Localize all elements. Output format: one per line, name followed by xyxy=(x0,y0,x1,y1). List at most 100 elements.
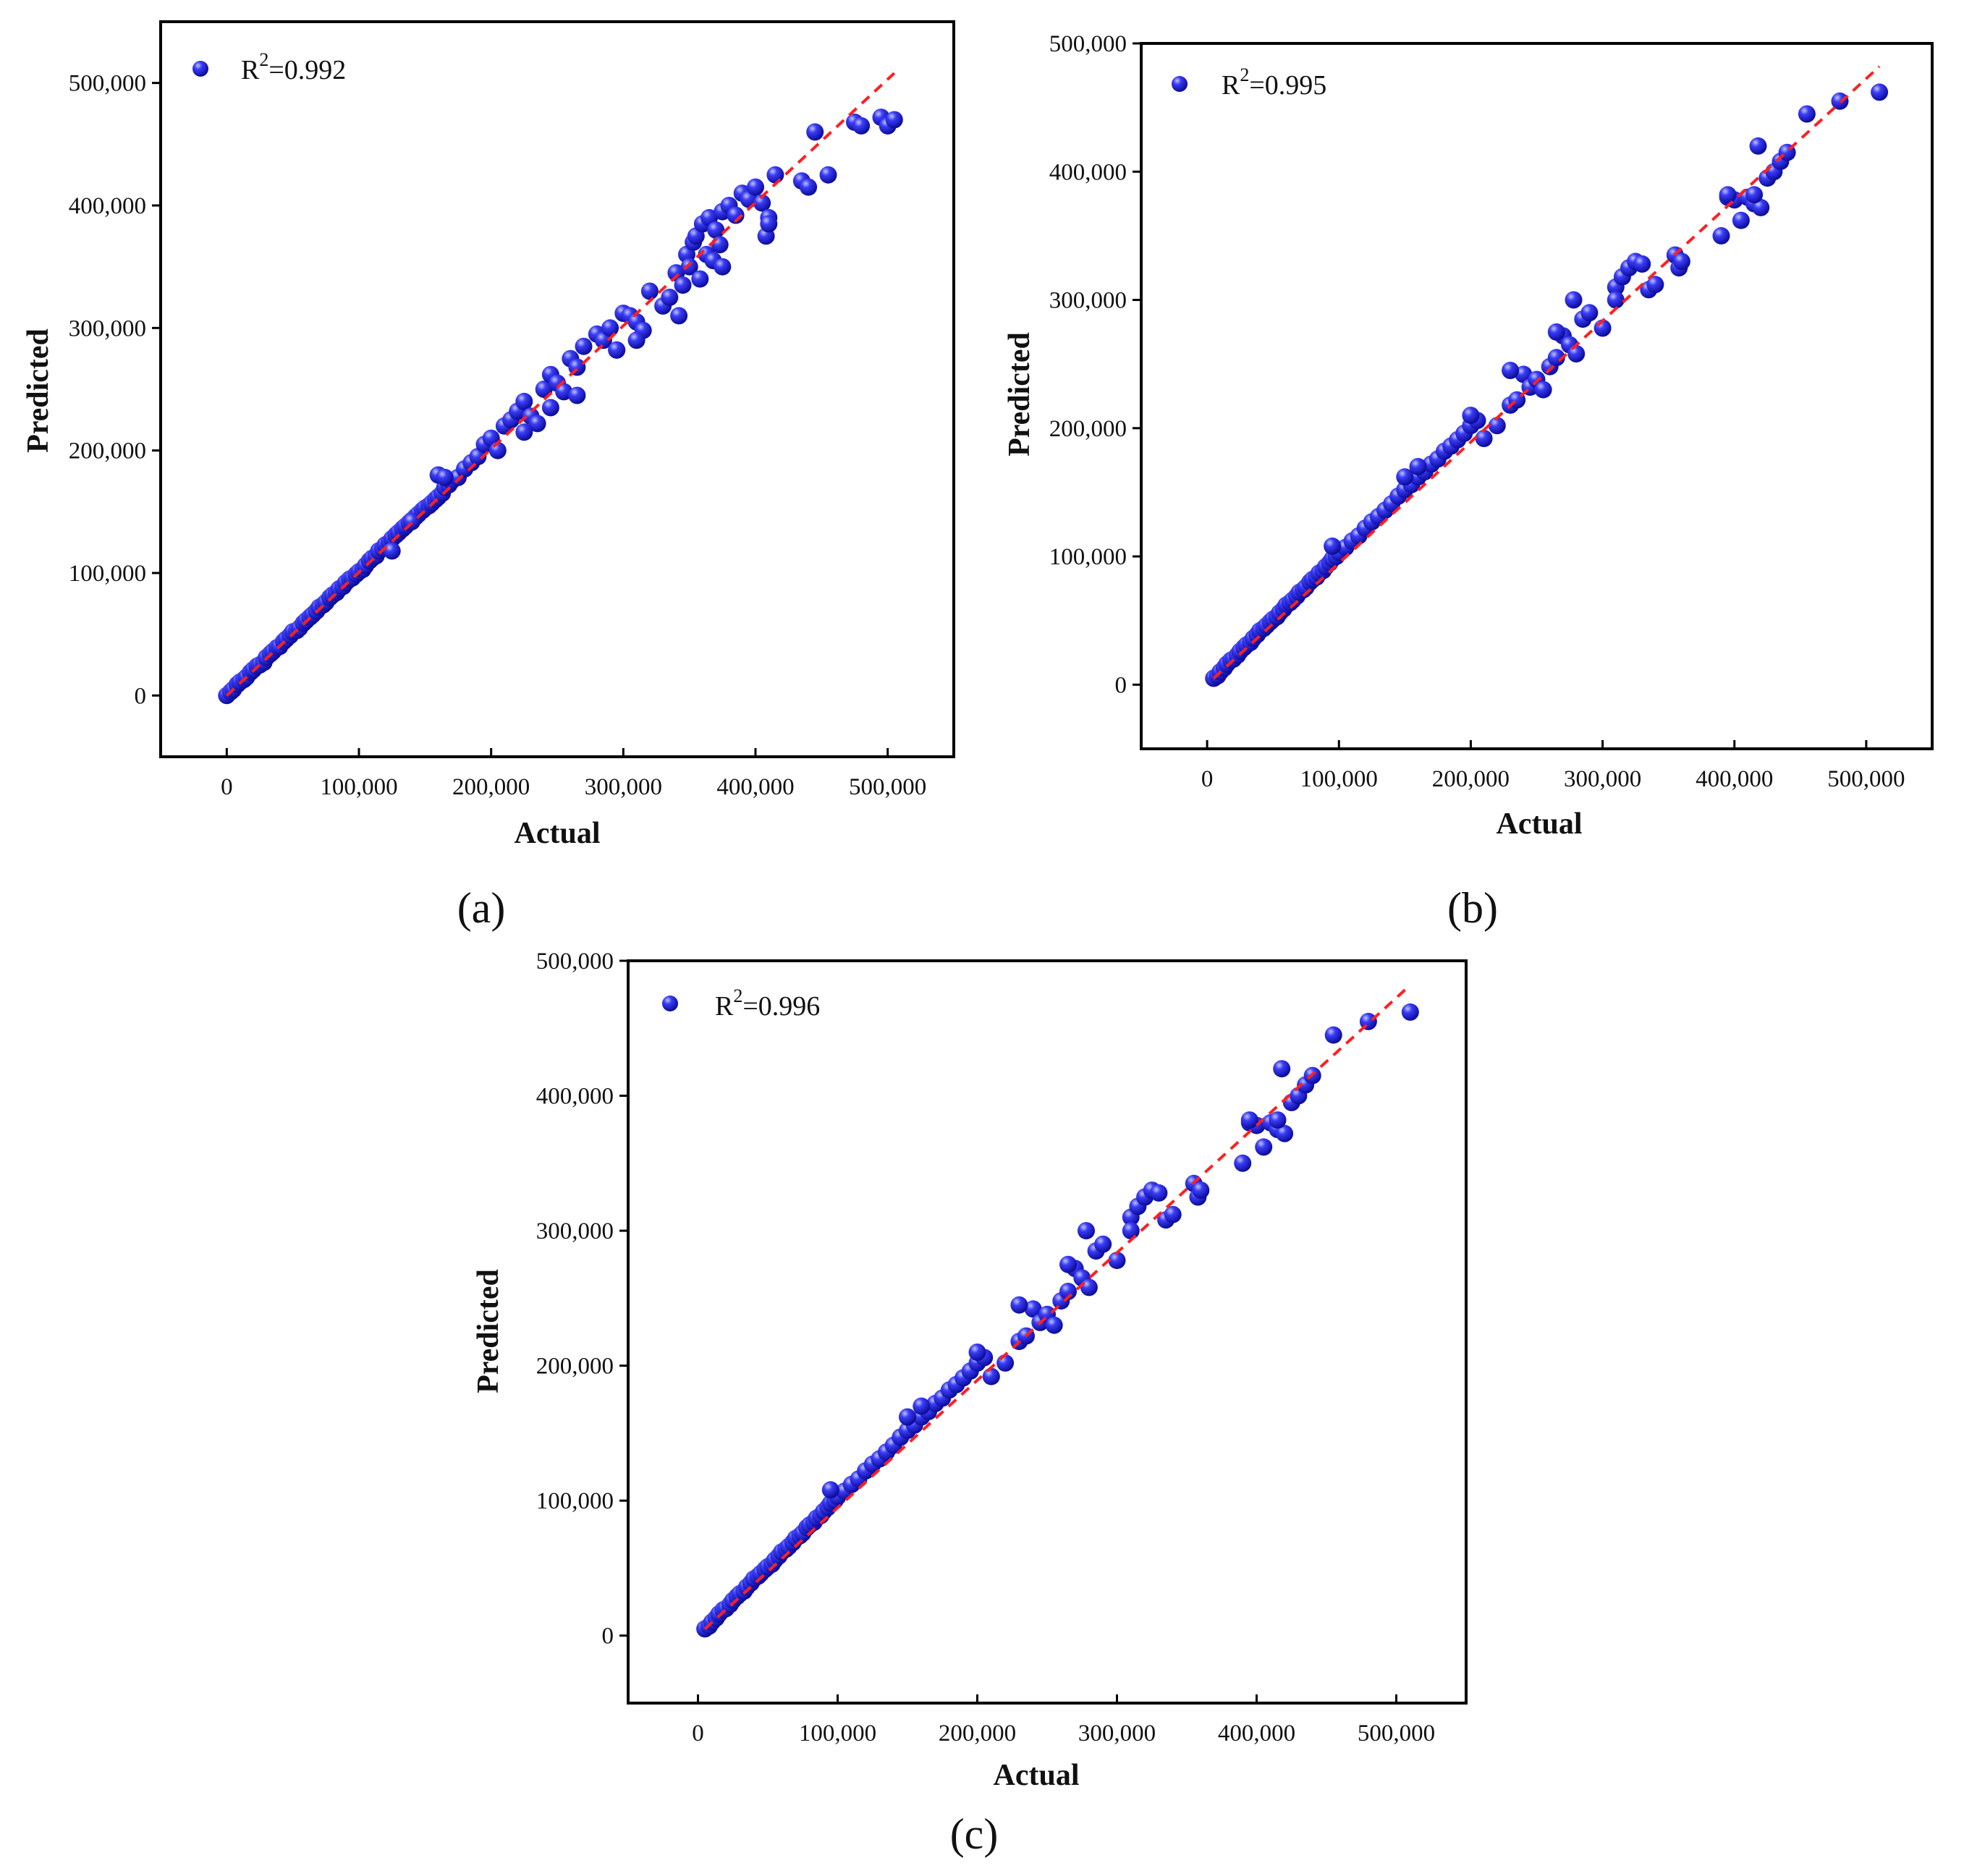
reference-line xyxy=(225,72,896,697)
data-point xyxy=(1045,1316,1063,1334)
x-tick-label: 100,000 xyxy=(1300,766,1378,792)
x-axis-ticks: 0 100,000 200,000 300,000 400,000 500,000 xyxy=(692,1694,1435,1746)
data-point xyxy=(760,215,778,233)
data-point xyxy=(1078,1222,1095,1240)
data-point xyxy=(727,206,745,224)
data-point xyxy=(640,282,659,300)
data-point xyxy=(528,415,546,433)
data-point xyxy=(1798,105,1816,123)
panel-label-c: (c) xyxy=(950,1810,999,1858)
data-point xyxy=(1324,537,1342,555)
x-tick-label: 400,000 xyxy=(1696,766,1773,792)
data-point xyxy=(1276,1124,1294,1142)
data-point xyxy=(1080,1278,1098,1296)
y-tick-label: 200,000 xyxy=(536,1354,614,1380)
x-tick-label: 500,000 xyxy=(1358,1720,1435,1746)
x-tick-label: 0 xyxy=(692,1720,704,1746)
y-axis-ticks: 0 100,000 200,000 300,000 400,000 500,000 xyxy=(1049,31,1141,698)
y-tick-label: 0 xyxy=(1115,672,1127,698)
data-point xyxy=(1712,226,1730,245)
y-tick-label: 0 xyxy=(135,683,147,709)
data-point xyxy=(982,1367,1000,1385)
data-point xyxy=(1732,211,1750,229)
data-point xyxy=(996,1354,1015,1372)
data-point xyxy=(515,423,533,441)
data-point xyxy=(1409,458,1427,475)
data-point xyxy=(568,386,586,404)
data-point xyxy=(1515,365,1533,383)
data-point xyxy=(1547,323,1565,341)
legend-value: =0.992 xyxy=(268,55,346,85)
x-tick-label: 200,000 xyxy=(1432,766,1510,792)
data-point xyxy=(899,1408,916,1426)
data-point xyxy=(661,289,679,306)
x-axis-title: Actual xyxy=(994,1759,1080,1792)
legend-r-label: R xyxy=(1222,70,1240,101)
data-point xyxy=(383,542,401,560)
y-axis-title: Predicted xyxy=(22,328,55,453)
data-point xyxy=(1580,304,1599,322)
data-point xyxy=(1502,362,1520,379)
chart-panel-b: 0 100,000 200,000 300,000 400,000 500,000 0 10… xyxy=(1003,31,1934,932)
data-point xyxy=(515,392,533,410)
data-point xyxy=(1094,1235,1112,1253)
data-point xyxy=(674,276,692,294)
data-point xyxy=(436,468,454,486)
data-point xyxy=(714,258,732,276)
data-point xyxy=(691,270,709,288)
legend-value: =0.995 xyxy=(1249,70,1326,101)
x-axis-ticks: 0 100,000 200,000 300,000 400,000 500,000 xyxy=(1201,740,1905,792)
data-point xyxy=(747,178,764,196)
x-tick-label: 500,000 xyxy=(849,774,926,800)
data-point xyxy=(819,166,837,184)
y-tick-label: 300,000 xyxy=(536,1218,614,1244)
data-point xyxy=(1871,83,1889,101)
legend-marker xyxy=(192,61,208,77)
data-point xyxy=(711,236,729,254)
data-point xyxy=(1475,430,1493,447)
data-point xyxy=(575,337,593,355)
y-tick-label: 100,000 xyxy=(536,1488,614,1514)
legend: R2=0.992 xyxy=(192,49,346,85)
y-tick-label: 100,000 xyxy=(1049,544,1127,570)
data-point xyxy=(753,194,771,212)
x-tick-label: 200,000 xyxy=(939,1720,1016,1746)
x-axis-title: Actual xyxy=(515,817,601,850)
data-point xyxy=(1059,1283,1077,1300)
x-axis-ticks: 0 100,000 200,000 300,000 400,000 500,000 xyxy=(221,748,926,800)
svg-text:R2=0.992: R2=0.992 xyxy=(241,49,346,85)
data-point xyxy=(1396,468,1414,486)
data-point xyxy=(1234,1154,1252,1172)
data-point xyxy=(1324,1026,1342,1044)
data-point xyxy=(852,116,871,135)
x-axis-title: Actual xyxy=(1497,807,1583,841)
panel-label-b: (b) xyxy=(1447,884,1498,932)
data-point xyxy=(968,1344,986,1361)
data-point xyxy=(1150,1184,1168,1202)
y-tick-label: 500,000 xyxy=(536,948,614,975)
plot-frame xyxy=(159,20,955,758)
y-tick-label: 300,000 xyxy=(69,315,146,341)
y-axis-title: Predicted xyxy=(472,1269,505,1393)
data-point xyxy=(1565,291,1583,309)
legend-superscript: 2 xyxy=(733,985,742,1006)
scatter-points xyxy=(218,72,903,705)
legend: R2=0.995 xyxy=(1172,64,1326,101)
y-tick-label: 200,000 xyxy=(1049,416,1127,442)
y-tick-label: 400,000 xyxy=(69,193,146,219)
data-point xyxy=(1749,137,1767,155)
data-point xyxy=(627,331,646,349)
y-axis-ticks: 0 100,000 200,000 300,000 400,000 500,000 xyxy=(69,71,161,709)
y-tick-label: 500,000 xyxy=(1049,31,1127,57)
data-point xyxy=(1745,186,1764,204)
reference-line xyxy=(703,984,1412,1630)
x-tick-label: 0 xyxy=(1201,766,1214,792)
legend-marker xyxy=(662,996,678,1011)
data-point xyxy=(1024,1300,1042,1318)
data-point xyxy=(680,258,698,276)
data-point xyxy=(1108,1252,1126,1270)
data-point xyxy=(555,383,573,401)
data-point xyxy=(1010,1296,1028,1314)
data-point xyxy=(885,111,903,129)
y-tick-label: 100,000 xyxy=(69,561,146,587)
